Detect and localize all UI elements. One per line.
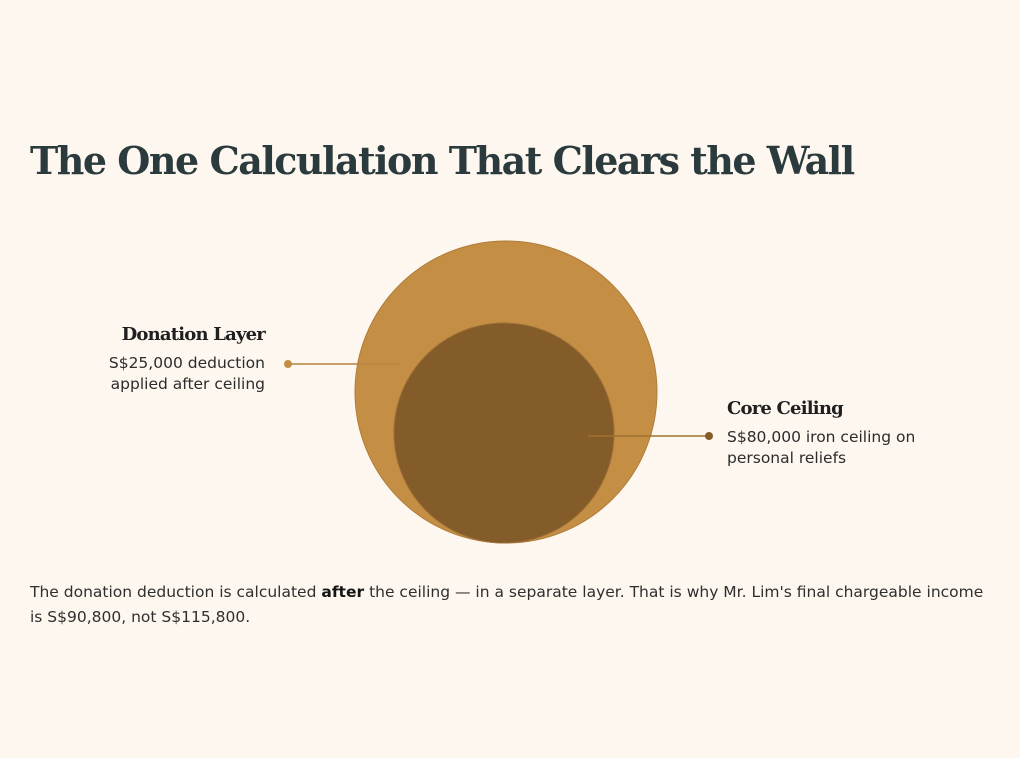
donation-layer-heading: Donation Layer [121,324,266,345]
explanation-caption: The donation deduction is calculated aft… [30,580,990,630]
page-title: The One Calculation That Clears the Wall [30,138,855,183]
core-ceiling-heading: Core Ceiling [727,398,844,419]
donation-layer-desc-line-1: S$25,000 deduction [108,354,265,372]
core-ceiling-connector-dot [705,432,713,440]
caption-emphasis: after [321,583,365,601]
caption-text-after: the ceiling — in a separate layer. That … [30,583,984,626]
core-ceiling-label: Core Ceiling S$80,000 iron ceiling on pe… [727,398,915,469]
donation-layer-label: Donation Layer S$25,000 deduction applie… [109,324,266,395]
caption-text-before: The donation deduction is calculated [30,583,322,601]
core-ceiling-description: S$80,000 iron ceiling on personal relief… [727,427,915,469]
core-ceiling-desc-line-2: personal reliefs [727,449,847,467]
core-ceiling-desc-line-1: S$80,000 iron ceiling on [727,428,916,446]
core-ceiling-circle [393,322,615,544]
donation-layer-description: S$25,000 deduction applied after ceiling [109,353,265,395]
donation-layer-connector-dot [284,360,292,368]
donation-layer-desc-line-2: applied after ceiling [110,375,265,393]
